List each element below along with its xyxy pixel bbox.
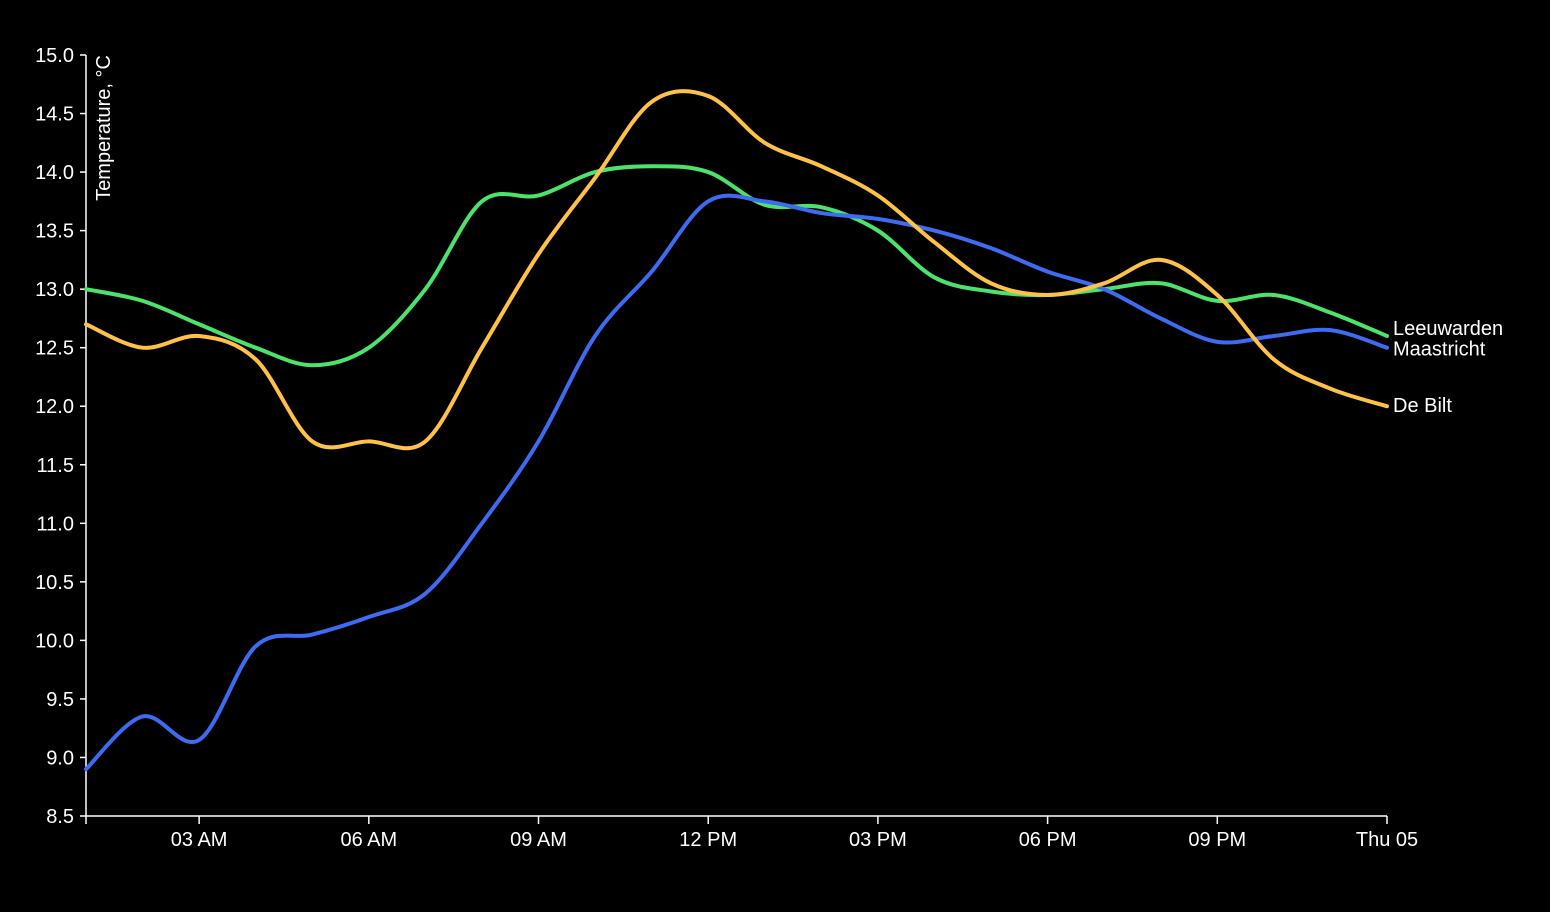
x-tick-label: 09 PM (1188, 829, 1246, 851)
y-tick-label: 10.5 (35, 572, 74, 594)
x-axis: 03 AM 06 AM 09 AM 12 PM 03 PM 06 PM 09 PM Thu 0… (85, 815, 1418, 851)
y-axis-title: Temperature, °C (93, 55, 115, 201)
series-line-maastricht (84, 193, 1389, 772)
x-tick-label: 03 AM (171, 829, 228, 851)
x-tick-label: 12 PM (679, 829, 737, 851)
series-line-de-bilt (84, 89, 1389, 451)
y-tick-label: 11.0 (37, 513, 74, 535)
y-tick-label: 11.5 (37, 455, 74, 477)
y-axis: 8.5 9.0 9.5 10.0 10.5 11.0 11.5 12.0 12.5 13.0 13.… (35, 45, 87, 828)
x-tick-label: Thu 05 (1356, 829, 1418, 851)
y-tick-label: 14.0 (35, 162, 74, 184)
y-tick-label: 13.0 (35, 279, 74, 301)
y-tick-label: 9.0 (46, 747, 74, 769)
series-label-leeuwarden: Leeuwarden (1393, 318, 1503, 340)
y-tick-label: 14.5 (35, 104, 74, 126)
y-tick-label: 10.0 (35, 630, 74, 652)
y-tick-label: 13.5 (35, 221, 74, 243)
y-tick-label: 15.0 (35, 45, 74, 67)
y-tick-label: 12.5 (35, 338, 74, 360)
x-tick-label: 09 AM (510, 829, 567, 851)
y-tick-label: 9.5 (46, 689, 74, 711)
series-label-de-bilt: De Bilt (1393, 395, 1452, 417)
series-label-maastricht: Maastricht (1393, 339, 1486, 361)
x-tick-label: 03 PM (849, 829, 907, 851)
series-line-leeuwarden (84, 164, 1389, 368)
y-tick-label: 8.5 (46, 806, 74, 828)
y-tick-label: 12.0 (35, 396, 74, 418)
x-tick-label: 06 PM (1019, 829, 1077, 851)
x-tick-label: 06 AM (340, 829, 397, 851)
